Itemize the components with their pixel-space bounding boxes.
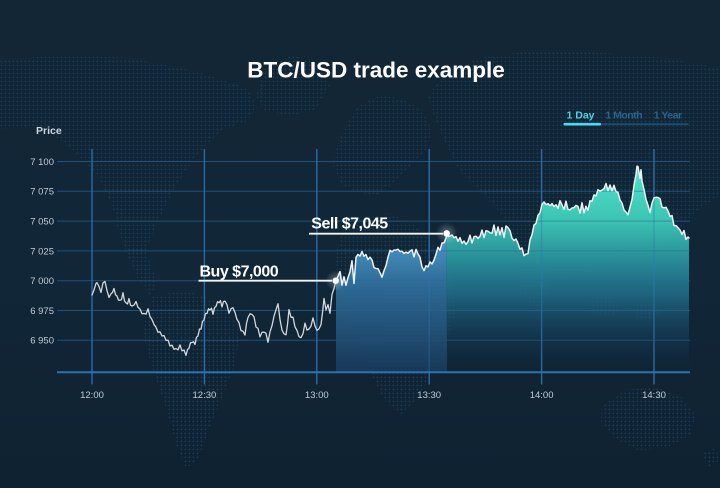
svg-text:14:30: 14:30 — [642, 390, 666, 401]
svg-text:7 100: 7 100 — [30, 157, 54, 168]
svg-text:6 975: 6 975 — [30, 306, 54, 317]
svg-text:6 950: 6 950 — [30, 336, 54, 347]
svg-text:7 075: 7 075 — [30, 187, 54, 198]
svg-text:1 Year: 1 Year — [654, 110, 682, 122]
svg-text:13:00: 13:00 — [305, 390, 329, 401]
svg-text:7 050: 7 050 — [30, 217, 54, 228]
svg-text:7 000: 7 000 — [30, 276, 54, 287]
svg-text:1 Month: 1 Month — [605, 110, 642, 122]
svg-text:14:00: 14:00 — [530, 390, 554, 401]
svg-text:Buy $7,000: Buy $7,000 — [200, 264, 279, 281]
svg-text:13:30: 13:30 — [417, 390, 441, 401]
svg-text:12:00: 12:00 — [80, 390, 104, 401]
svg-text:12:30: 12:30 — [193, 390, 217, 401]
svg-text:BTC/USD trade example: BTC/USD trade example — [247, 57, 505, 82]
svg-text:7 025: 7 025 — [30, 246, 54, 257]
svg-text:1 Day: 1 Day — [567, 110, 595, 122]
svg-text:Price: Price — [36, 125, 62, 137]
svg-text:Sell $7,045: Sell $7,045 — [311, 216, 388, 233]
